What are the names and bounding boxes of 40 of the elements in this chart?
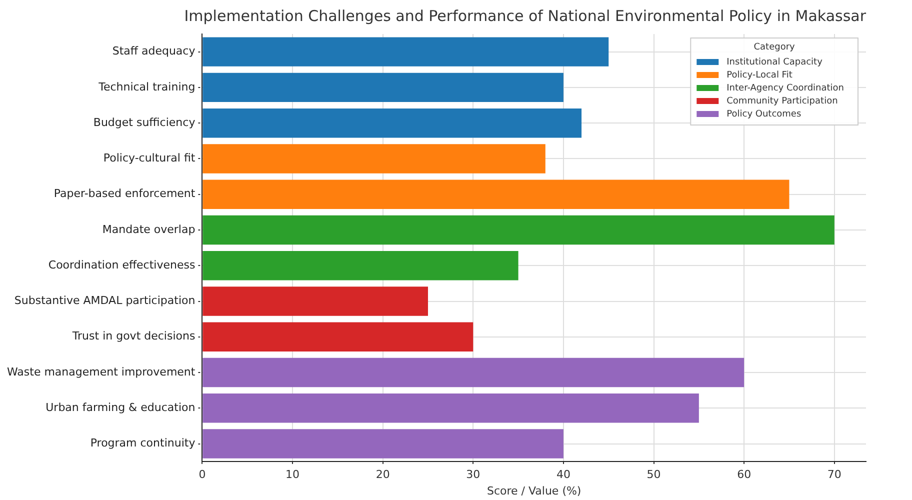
- bar: [202, 37, 609, 66]
- y-tick-label: Policy-cultural fit: [103, 152, 196, 165]
- bar: [202, 215, 834, 245]
- y-tick-label: Program continuity: [90, 436, 196, 450]
- y-tick-label: Paper-based enforcement: [54, 187, 196, 200]
- x-axis-title: Score / Value (%): [486, 484, 582, 498]
- y-tick-label: Trust in govt decisions: [71, 330, 196, 343]
- legend-label: Institutional Capacity: [726, 57, 824, 68]
- chart-title: Implementation Challenges and Performance of National Environmental Policy in Makassar: [184, 6, 867, 25]
- bar: [202, 322, 474, 352]
- x-tick-label: 50: [646, 468, 661, 482]
- x-tick-label: 30: [466, 468, 480, 482]
- y-tick-label: Technical training: [98, 80, 196, 94]
- bar: [202, 358, 744, 388]
- bar: [202, 286, 428, 316]
- y-tick-label: Staff adequacy: [112, 44, 196, 58]
- y-tick-label: Mandate overlap: [102, 222, 196, 236]
- legend-label: Community Participation: [726, 96, 838, 106]
- bar: [202, 144, 546, 174]
- y-tick-label: Budget sufficiency: [93, 116, 196, 129]
- x-tick-label: 60: [737, 468, 752, 482]
- x-tick-label: 0: [198, 468, 206, 482]
- bar: [202, 429, 564, 458]
- legend-title: Category: [754, 42, 796, 52]
- y-tick-label: Substantive AMDAL participation: [14, 294, 196, 308]
- y-tick-label: Waste management improvement: [6, 365, 196, 378]
- x-tick-label: 10: [286, 468, 300, 482]
- bar: [202, 251, 518, 280]
- y-tick-label: Coordination effectiveness: [48, 258, 196, 272]
- bar: [202, 394, 699, 423]
- x-tick-label: 70: [827, 468, 842, 482]
- legend-label: Policy-Local Fit: [726, 70, 793, 80]
- legend-label: Policy Outcomes: [726, 109, 802, 120]
- bar: [202, 108, 582, 138]
- bar: [202, 72, 564, 102]
- legend-label: Inter-Agency Coordination: [726, 83, 844, 94]
- y-tick-label: Urban farming & education: [46, 401, 196, 414]
- x-tick-label: 20: [376, 468, 390, 482]
- bar: [202, 180, 790, 209]
- x-tick-label: 40: [556, 468, 570, 482]
